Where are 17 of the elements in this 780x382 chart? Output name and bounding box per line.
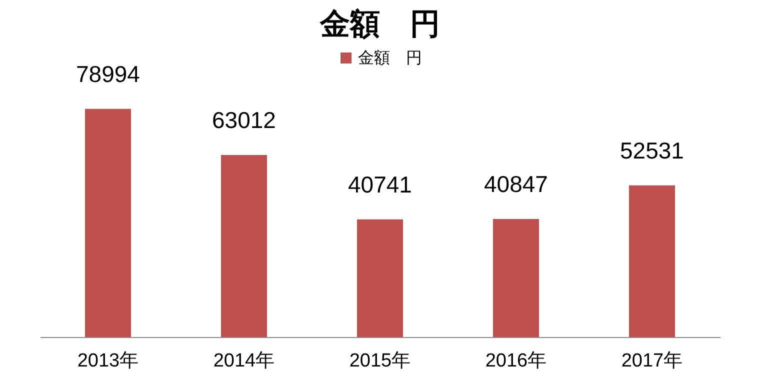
x-tick-label: 2013年 <box>77 350 139 372</box>
bar <box>493 219 539 337</box>
bar <box>221 155 267 337</box>
chart-title: 金額 円 <box>319 8 440 41</box>
x-tick-label: 2014年 <box>213 350 275 372</box>
legend-label: 金額 円 <box>358 49 422 67</box>
bar <box>357 219 403 337</box>
bar <box>629 185 675 337</box>
x-tick-label: 2016年 <box>485 350 547 372</box>
data-label: 78994 <box>76 60 140 87</box>
data-label: 63012 <box>212 107 276 134</box>
data-label: 40741 <box>348 171 412 198</box>
x-tick-label: 2017年 <box>621 350 683 372</box>
data-label: 52531 <box>620 137 684 164</box>
x-tick-label: 2015年 <box>349 350 411 372</box>
bar <box>85 108 131 337</box>
data-label: 40847 <box>484 171 548 198</box>
